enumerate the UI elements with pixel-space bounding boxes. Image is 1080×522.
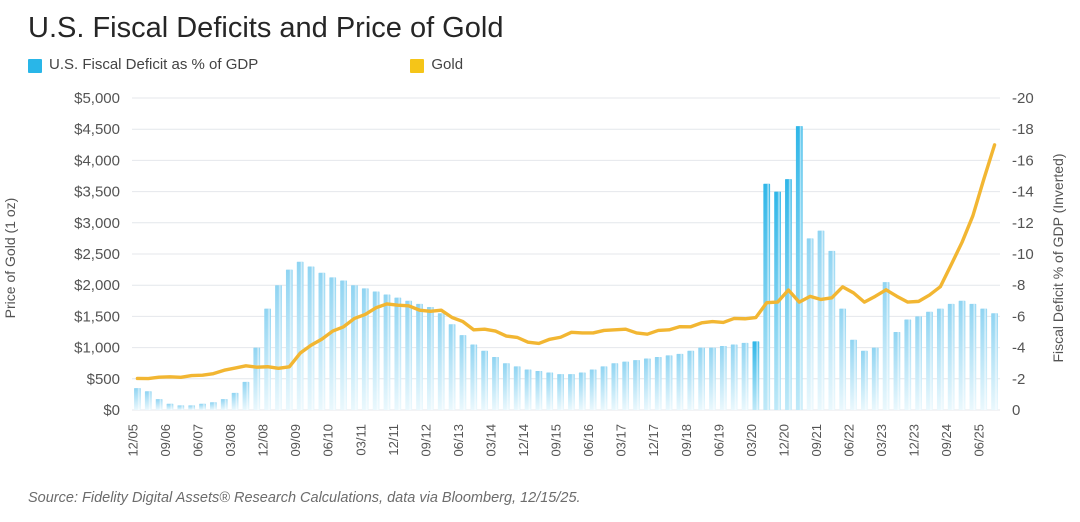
svg-text:03/08: 03/08 bbox=[223, 424, 238, 457]
svg-text:-12: -12 bbox=[1012, 215, 1034, 232]
svg-text:03/11: 03/11 bbox=[353, 424, 368, 456]
svg-text:09/24: 09/24 bbox=[939, 424, 954, 457]
svg-text:$1,000: $1,000 bbox=[74, 340, 120, 357]
svg-text:12/14: 12/14 bbox=[516, 424, 531, 457]
svg-text:06/22: 06/22 bbox=[842, 424, 857, 457]
svg-text:-4: -4 bbox=[1012, 340, 1025, 357]
svg-text:12/05: 12/05 bbox=[125, 424, 140, 457]
svg-text:$4,000: $4,000 bbox=[74, 152, 120, 169]
svg-text:-18: -18 bbox=[1012, 121, 1034, 138]
svg-text:09/09: 09/09 bbox=[288, 424, 303, 457]
svg-text:-8: -8 bbox=[1012, 277, 1025, 294]
svg-text:06/16: 06/16 bbox=[581, 424, 596, 457]
svg-text:$1,500: $1,500 bbox=[74, 308, 120, 325]
svg-text:09/12: 09/12 bbox=[418, 424, 433, 457]
svg-text:03/23: 03/23 bbox=[874, 424, 889, 457]
svg-text:$4,500: $4,500 bbox=[74, 121, 120, 138]
svg-text:$2,500: $2,500 bbox=[74, 246, 120, 263]
svg-text:0: 0 bbox=[1012, 402, 1020, 419]
svg-text:09/21: 09/21 bbox=[809, 424, 824, 457]
svg-text:06/13: 06/13 bbox=[451, 424, 466, 457]
svg-text:-10: -10 bbox=[1012, 246, 1034, 263]
svg-text:06/19: 06/19 bbox=[711, 424, 726, 457]
svg-text:03/17: 03/17 bbox=[614, 424, 629, 457]
svg-text:06/25: 06/25 bbox=[972, 424, 987, 457]
svg-text:$2,000: $2,000 bbox=[74, 277, 120, 294]
svg-text:12/11: 12/11 bbox=[386, 424, 401, 456]
svg-text:03/14: 03/14 bbox=[483, 424, 498, 457]
svg-text:06/10: 06/10 bbox=[321, 424, 336, 457]
svg-text:12/08: 12/08 bbox=[256, 424, 271, 457]
svg-text:03/20: 03/20 bbox=[744, 424, 759, 457]
svg-text:06/07: 06/07 bbox=[191, 424, 206, 457]
svg-text:-14: -14 bbox=[1012, 184, 1034, 201]
svg-text:09/15: 09/15 bbox=[549, 424, 564, 457]
svg-text:$3,500: $3,500 bbox=[74, 184, 120, 201]
svg-text:$5,000: $5,000 bbox=[74, 90, 120, 107]
svg-text:-2: -2 bbox=[1012, 371, 1025, 388]
svg-text:12/20: 12/20 bbox=[776, 424, 791, 457]
svg-text:$500: $500 bbox=[87, 371, 120, 388]
svg-text:09/18: 09/18 bbox=[679, 424, 694, 457]
svg-text:12/17: 12/17 bbox=[646, 424, 661, 457]
svg-text:-16: -16 bbox=[1012, 152, 1034, 169]
svg-text:-20: -20 bbox=[1012, 90, 1034, 107]
svg-text:09/06: 09/06 bbox=[158, 424, 173, 457]
svg-text:$3,000: $3,000 bbox=[74, 215, 120, 232]
svg-text:$0: $0 bbox=[103, 402, 120, 419]
svg-text:-6: -6 bbox=[1012, 308, 1025, 325]
svg-text:12/23: 12/23 bbox=[907, 424, 922, 457]
